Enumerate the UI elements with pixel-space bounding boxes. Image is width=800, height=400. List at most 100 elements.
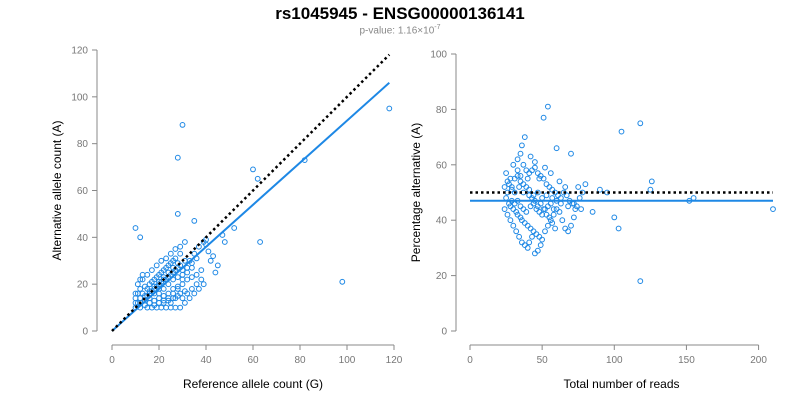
right-data-point (513, 209, 520, 215)
left-data-point (167, 250, 174, 257)
left-data-point (184, 276, 191, 283)
left-data-point (191, 218, 198, 224)
right-data-point (576, 195, 583, 201)
left-data-point (167, 260, 174, 267)
right-x-tick-label: 50 (537, 355, 549, 366)
left-data-point (132, 295, 139, 302)
right-data-point (510, 222, 517, 229)
left-data-point (177, 304, 184, 311)
right-data-point (536, 233, 543, 240)
right-data-point (517, 173, 524, 179)
left-x-axis-label: Reference allele count (G) (183, 377, 323, 391)
right-data-point (648, 178, 655, 185)
left-data-point (189, 286, 195, 292)
right-data-point (516, 184, 522, 190)
left-data-point (179, 122, 186, 128)
right-data-point (597, 186, 603, 193)
left-data-point (144, 271, 151, 278)
left-data-point (156, 295, 162, 302)
right-data-point (517, 178, 524, 185)
right-data-point (547, 200, 554, 207)
left-data-point (170, 286, 177, 292)
right-data-point (549, 220, 556, 226)
left-data-point (160, 297, 167, 304)
right-data-point (504, 178, 511, 185)
left-data-point (156, 290, 162, 297)
right-data-point (545, 103, 551, 110)
left-data-point (198, 267, 205, 274)
right-x-tick-label: 100 (606, 355, 623, 366)
left-data-point (205, 248, 212, 255)
right-x-tick-label: 0 (467, 355, 473, 366)
right-data-point (523, 167, 530, 174)
left-data-point (165, 290, 172, 297)
left-data-point (174, 211, 181, 217)
right-data-point (540, 206, 547, 213)
left-data-point (189, 264, 195, 271)
right-data-point (556, 178, 563, 185)
left-data-point (137, 276, 144, 283)
left-y-tick-label: 100 (71, 92, 88, 103)
left-data-point (160, 293, 167, 299)
right-data-point (690, 195, 697, 201)
right-data-point (524, 245, 531, 251)
right-data-point (532, 159, 538, 165)
right-data-point (637, 278, 644, 285)
right-data-point (534, 189, 541, 196)
right-y-tick-label: 60 (436, 160, 448, 171)
left-data-point (189, 274, 195, 281)
left-data-point (250, 166, 256, 173)
right-data-point (573, 203, 580, 210)
left-data-point (193, 271, 200, 278)
left-data-point (151, 302, 158, 309)
left-x-tick-label: 20 (153, 355, 165, 366)
left-data-point (174, 283, 181, 290)
left-data-point (177, 243, 184, 250)
right-data-point (534, 170, 541, 177)
left-data-point (139, 290, 146, 297)
right-data-point (565, 228, 571, 235)
right-data-point (556, 209, 563, 215)
left-data-point (177, 262, 184, 269)
left-data-point (198, 276, 205, 283)
right-data-point (540, 114, 547, 121)
right-data-point (514, 156, 521, 163)
left-data-point (151, 283, 158, 290)
right-data-point (553, 145, 560, 152)
left-fit-line (111, 82, 390, 332)
right-data-point (517, 203, 524, 210)
right-data-point (550, 206, 557, 213)
right-data-point (521, 134, 528, 141)
left-data-point (200, 281, 207, 288)
left-data-point (254, 175, 261, 182)
left-data-point (386, 105, 393, 112)
left-x-tick-label: 120 (386, 355, 403, 366)
right-data-point (503, 195, 510, 201)
right-data-point (589, 209, 596, 215)
right-data-point (524, 175, 531, 182)
left-data-point (132, 290, 139, 297)
right-data-point (534, 247, 541, 254)
right-data-point (514, 173, 521, 179)
right-data-point (565, 203, 571, 210)
right-data-point (519, 239, 525, 246)
left-data-point (163, 264, 170, 271)
left-data-point (172, 255, 179, 262)
right-data-point (504, 211, 511, 218)
left-data-point (137, 295, 144, 302)
left-data-point (182, 300, 188, 306)
left-data-point (200, 239, 207, 245)
right-data-point (527, 203, 534, 210)
left-data-point (339, 278, 346, 285)
left-x-tick-label: 100 (339, 355, 356, 366)
left-data-point (172, 246, 179, 252)
left-data-point (163, 304, 170, 311)
left-data-point (179, 281, 186, 288)
right-data-point (558, 200, 564, 207)
right-data-point (527, 225, 534, 232)
right-data-point (549, 195, 556, 201)
left-data-point (156, 300, 162, 306)
left-data-point (231, 225, 238, 231)
